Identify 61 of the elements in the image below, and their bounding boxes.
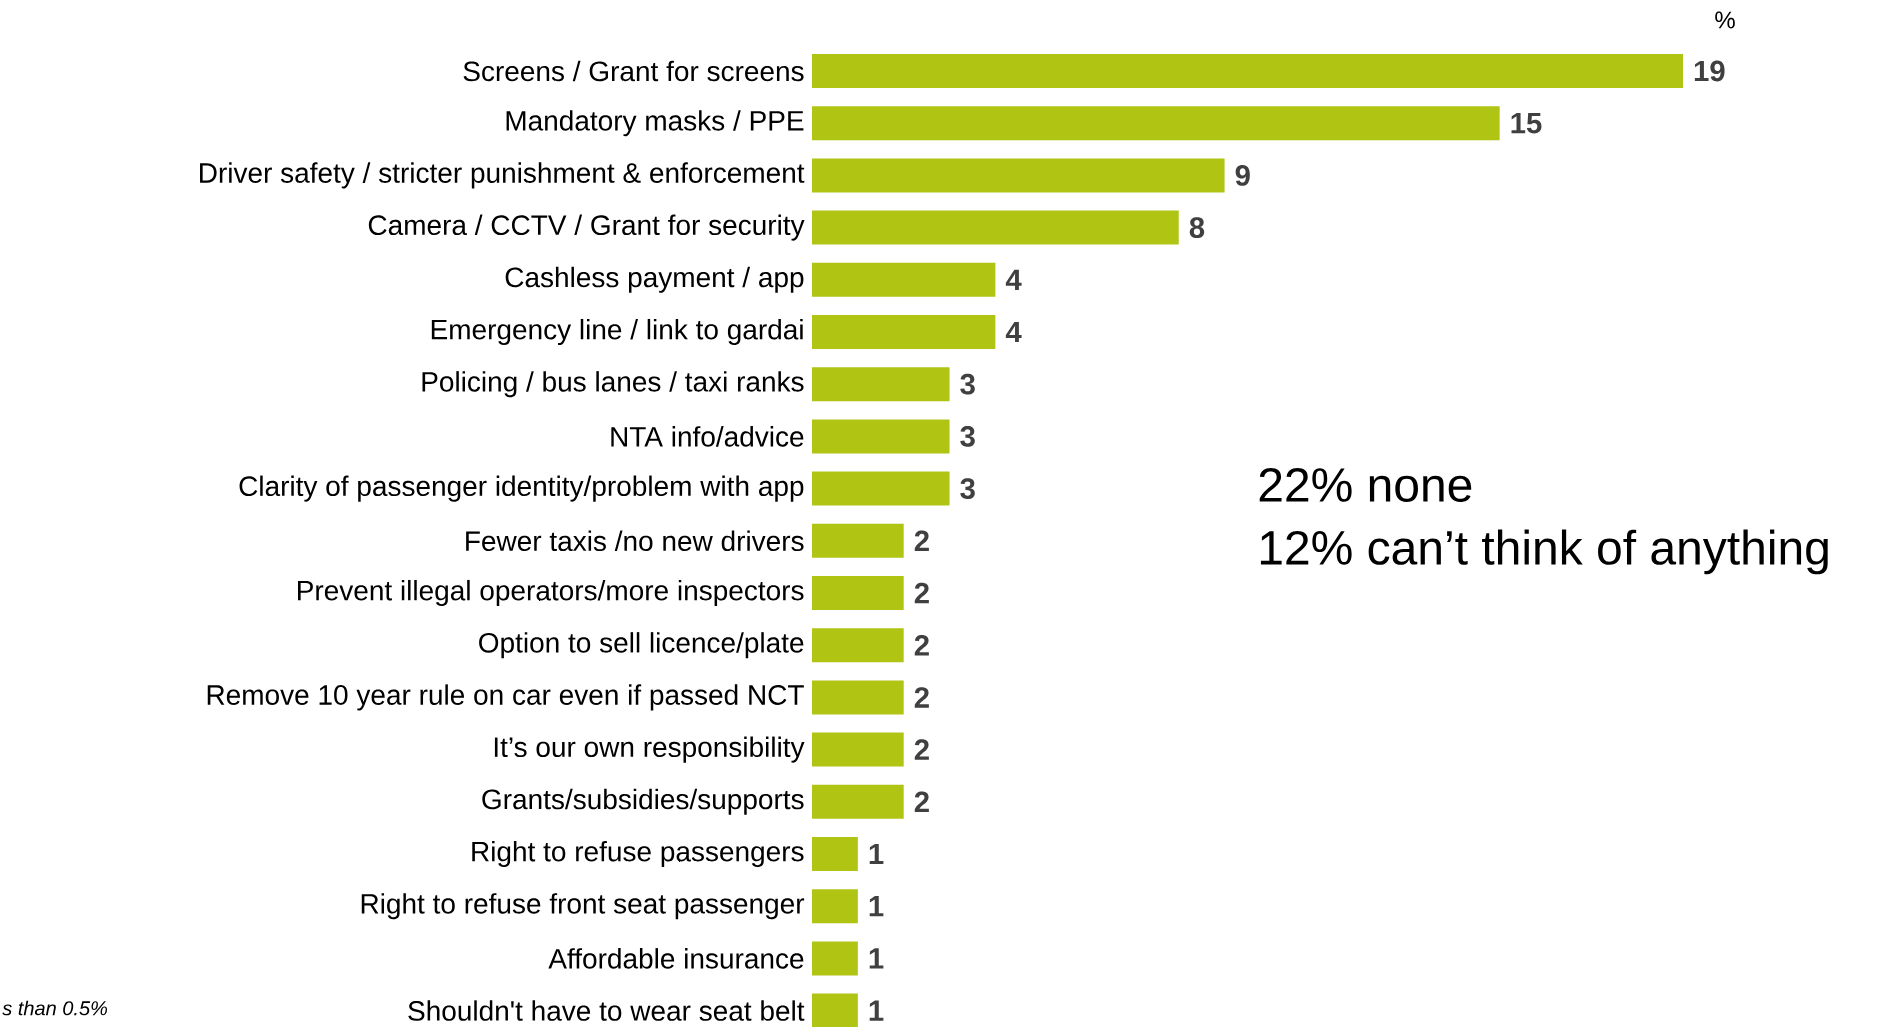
bar [812,314,996,349]
data-label: 2 [914,634,929,656]
bar [812,262,996,297]
y-tick-label: Screens / Grant for screens [463,60,804,82]
annotation: 12% can’t think of anything [1260,529,1828,575]
y-tick-label: Camera / CCTV / Grant for security [368,214,805,241]
y-tick-label: Cashless payment / app [505,266,804,293]
bar [812,993,858,1027]
data-label: 4 [1005,321,1022,343]
data-label: 19 [1694,60,1725,82]
y-tick-label: Affordable insurance [548,948,804,969]
y-tick-label: Emergency line / link to gardai [431,318,803,346]
data-label: 2 [914,687,929,708]
text: % [1715,11,1735,29]
data-label: 8 [1189,217,1205,238]
bar [812,471,950,506]
data-label: 9 [1235,165,1250,186]
bar [812,419,950,454]
bar [812,889,858,924]
bar [812,732,904,767]
y-tick-label: Shouldn't have to wear seat belt [408,1000,805,1021]
y-tick-label: Remove 10 year rule on car even if passed NCT [207,684,804,711]
data-label: 2 [914,739,929,760]
text: s than 0.5% [2,1000,108,1016]
y-tick-label: Grants/subsidies/supports [482,788,804,815]
data-label: 1 [869,896,884,917]
bar [812,575,904,610]
bar [812,628,904,663]
bar [812,523,904,558]
data-label: 2 [914,530,929,552]
y-tick-label: Driver safety / stricter punishment & enforcement [200,162,805,189]
data-label: 3 [960,478,975,499]
y-tick-label: Policing / bus lanes / taxi ranks [422,371,804,398]
data-label: 1 [869,843,884,865]
data-label: 15 [1511,112,1542,134]
y-tick-label: It’s our own responsibility [494,736,805,763]
annotation: 22% none [1259,468,1472,502]
bar [812,941,858,976]
bar [812,106,1500,141]
y-tick-label: Mandatory masks / PPE [506,110,804,137]
bar [812,680,904,715]
data-label: 4 [1005,269,1022,290]
y-tick-label: Clarity of passenger identity/problem with app [239,475,804,502]
bar [812,210,1179,245]
bar [812,367,950,402]
y-tick-label: Right to refuse front seat passenger [361,893,805,920]
y-tick-label: Fewer taxis /no new drivers [466,530,804,552]
data-label: 2 [914,582,929,604]
bar [812,158,1225,193]
bar [812,784,904,819]
data-label: 3 [960,425,975,447]
y-tick-label: Right to refuse passengers [472,840,804,868]
bar [812,836,858,871]
data-label: 1 [869,1000,884,1021]
y-tick-label: NTA info/advice [611,426,804,447]
data-label: 3 [960,373,975,395]
data-label: 1 [869,948,884,969]
bar [812,53,1683,88]
y-tick-label: Prevent illegal operators/more inspectors [298,579,804,607]
y-tick-label: Option to sell licence/plate [479,632,804,659]
data-label: 2 [914,791,929,813]
